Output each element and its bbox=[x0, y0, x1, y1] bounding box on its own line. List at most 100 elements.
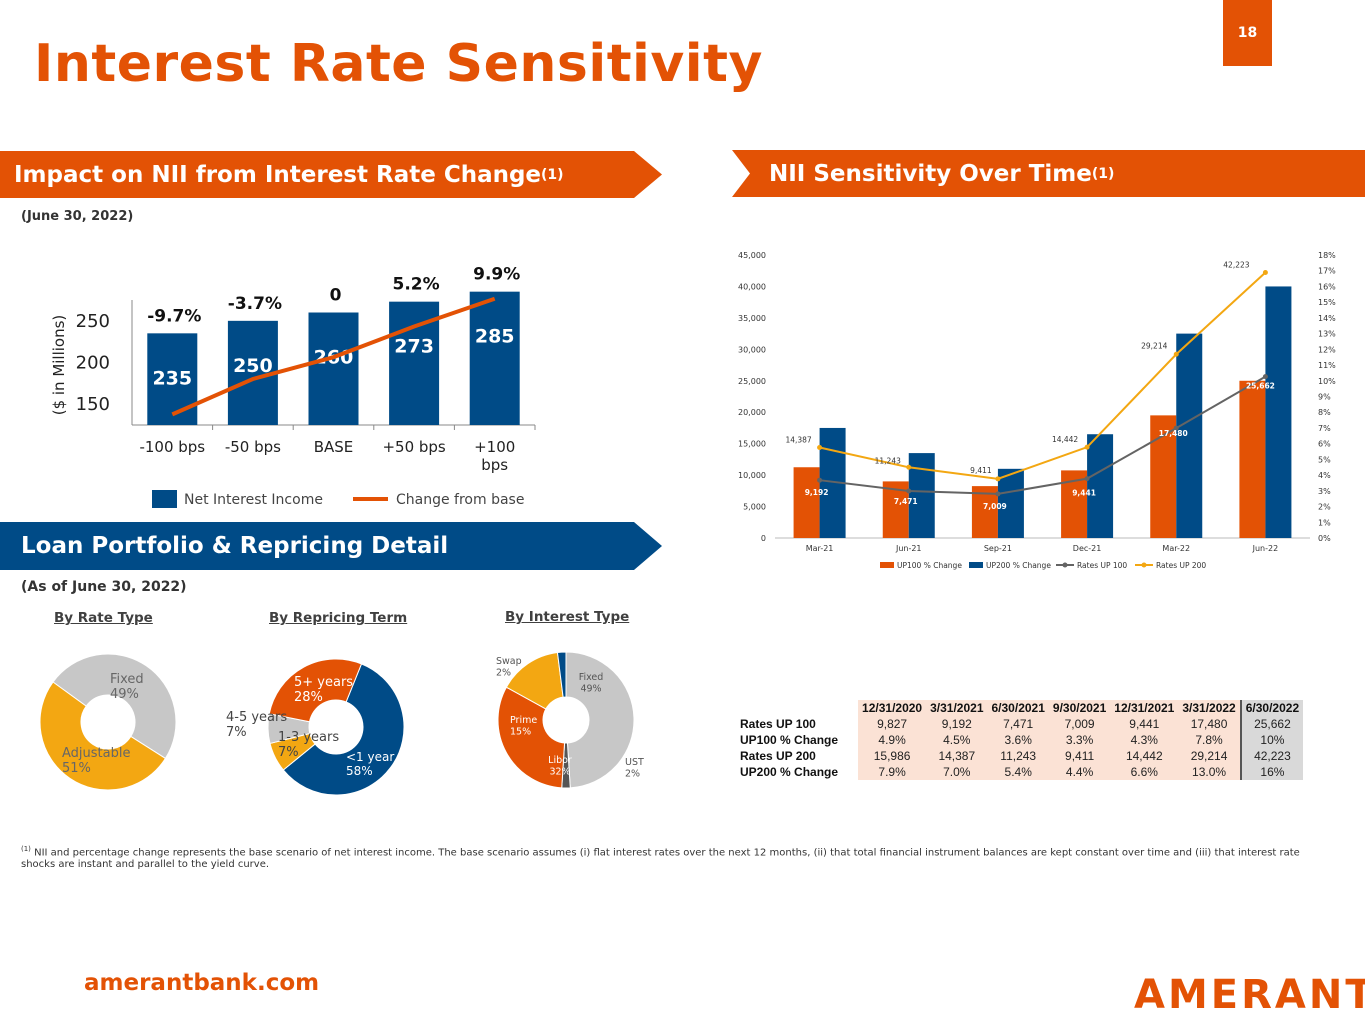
website-link[interactable]: amerantbank.com bbox=[84, 970, 320, 996]
table-cell: 4.9% bbox=[858, 732, 927, 748]
donut-slice bbox=[52, 653, 177, 760]
nii-bar bbox=[147, 333, 198, 425]
table-col-header: 3/31/2022 bbox=[1178, 700, 1241, 716]
y-right-tick-label: 9% bbox=[1318, 393, 1331, 402]
x-tick-label: +100 bbox=[474, 438, 515, 456]
y-tick-label: 250 bbox=[76, 311, 110, 332]
rates-up200-line-point bbox=[1262, 269, 1268, 275]
up100-point-label: 7,471 bbox=[894, 497, 918, 506]
y-left-tick-label: 0 bbox=[761, 534, 766, 543]
sensitivity-banner: NII Sensitivity Over Time (1) bbox=[732, 150, 1365, 197]
x-tick-label: BASE bbox=[314, 438, 354, 456]
slice-pct-label: 49% bbox=[110, 687, 139, 702]
up100-bar bbox=[1239, 380, 1266, 538]
table-cell: 17,480 bbox=[1178, 716, 1241, 732]
table-cell: 16% bbox=[1239, 764, 1304, 780]
slice-name-label: <1 year bbox=[346, 750, 394, 764]
slice-name-label: 4-5 years bbox=[226, 710, 287, 725]
up200-point-label: 14,387 bbox=[785, 436, 811, 445]
y-axis-label: ($ in Millions) bbox=[50, 315, 68, 416]
table-cell: 29,214 bbox=[1178, 748, 1241, 764]
table-cell: 9,827 bbox=[858, 716, 927, 732]
table-cell: 42,223 bbox=[1239, 748, 1304, 764]
change-label: -3.7% bbox=[228, 294, 282, 314]
donut-slice bbox=[268, 658, 363, 723]
rates-up100-line-point bbox=[995, 491, 1001, 497]
change-label: -9.7% bbox=[147, 306, 201, 326]
up200-bar bbox=[908, 453, 935, 538]
bar-value-label: 235 bbox=[152, 367, 192, 389]
legend-label-up200: UP200 % Change bbox=[986, 561, 1051, 570]
table-cell: 3.6% bbox=[987, 732, 1049, 748]
rates-up200-line-point bbox=[995, 476, 1001, 482]
rate-type-title: By Rate Type bbox=[54, 610, 153, 626]
slice-name-label: Adjustable bbox=[62, 746, 130, 761]
change-label: 0 bbox=[330, 286, 342, 306]
slice-name-label: Fixed bbox=[579, 672, 604, 683]
y-right-tick-label: 10% bbox=[1318, 377, 1336, 386]
slice-pct-label: 49% bbox=[580, 684, 601, 695]
up200-point-label: 42,223 bbox=[1223, 260, 1249, 269]
sensitivity-footnote-ref: (1) bbox=[1091, 165, 1115, 182]
up200-bar bbox=[1265, 286, 1292, 538]
nii-bar bbox=[308, 312, 359, 425]
y-right-tick-label: 8% bbox=[1318, 408, 1331, 417]
y-right-tick-label: 6% bbox=[1318, 440, 1331, 449]
table-cell: 6.6% bbox=[1110, 764, 1179, 780]
table-cell: 13.0% bbox=[1178, 764, 1241, 780]
y-right-tick-label: 17% bbox=[1318, 267, 1336, 276]
slice-pct-label: 32% bbox=[549, 767, 570, 778]
table-col-header: 12/31/2021 bbox=[1110, 700, 1179, 716]
x-tick-label: bps bbox=[481, 456, 508, 474]
y-right-tick-label: 15% bbox=[1318, 298, 1336, 307]
page-title: Interest Rate Sensitivity bbox=[34, 34, 763, 94]
slice-name-label: Fixed bbox=[110, 672, 144, 687]
x-tick-label: Jun-22 bbox=[1252, 544, 1279, 553]
y-left-tick-label: 30,000 bbox=[738, 345, 766, 354]
rates-up100-line-point bbox=[906, 488, 912, 494]
y-right-tick-label: 1% bbox=[1318, 518, 1331, 527]
y-left-tick-label: 20,000 bbox=[738, 408, 766, 417]
slice-pct-label: 7% bbox=[278, 745, 299, 760]
legend-label-up100: UP100 % Change bbox=[897, 561, 962, 570]
table-cell: 9,192 bbox=[926, 716, 988, 732]
donut-slice bbox=[39, 681, 167, 791]
nii-impact-chart: 150 200 250 ($ in Millions) 235 -9.7% -100 bps… bbox=[50, 265, 536, 508]
table-cell: 25,662 bbox=[1239, 716, 1304, 732]
up200-bar bbox=[997, 468, 1024, 538]
slice-name-label: Libor bbox=[548, 755, 572, 766]
legend-label-rates100: Rates UP 100 bbox=[1077, 561, 1127, 570]
slice-pct-label: 51% bbox=[62, 761, 91, 776]
y-left-tick-label: 15,000 bbox=[738, 440, 766, 449]
row-label: Rates UP 100 bbox=[736, 716, 859, 732]
rates-up100-line-point bbox=[1084, 476, 1090, 482]
table-cell: 9,411 bbox=[1048, 748, 1111, 764]
y-left-tick-label: 35,000 bbox=[738, 314, 766, 323]
legend-label-nii: Net Interest Income bbox=[184, 492, 323, 508]
slice-name-label: Swap bbox=[496, 656, 522, 667]
table-cell: 7,471 bbox=[987, 716, 1049, 732]
loan-date: (As of June 30, 2022) bbox=[21, 579, 187, 595]
slice-name-label: UST bbox=[625, 757, 644, 768]
legend-swatch-rates100-marker bbox=[1062, 562, 1068, 568]
up100-point-label: 9,192 bbox=[805, 488, 829, 497]
table-cell: 15,986 bbox=[858, 748, 927, 764]
x-tick-label: Mar-21 bbox=[806, 544, 834, 553]
table-row: Rates UP 200 15,986 14,387 11,243 9,411 … bbox=[736, 748, 1304, 764]
table-cell: 4.3% bbox=[1110, 732, 1179, 748]
table-cell: 7,009 bbox=[1048, 716, 1111, 732]
donut-slice bbox=[282, 663, 405, 796]
slice-name-label: 5+ years bbox=[294, 675, 353, 690]
y-right-tick-label: 14% bbox=[1318, 314, 1336, 323]
table-cell: 11,243 bbox=[987, 748, 1049, 764]
up200-point-label: 11,243 bbox=[875, 456, 901, 465]
up100-point-label: 9,441 bbox=[1072, 489, 1096, 498]
donut-slice bbox=[556, 651, 567, 698]
x-tick-label: Mar-22 bbox=[1162, 544, 1190, 553]
slice-pct-label: 58% bbox=[346, 764, 373, 778]
table-cell: 14,442 bbox=[1110, 748, 1179, 764]
rates-up200-line-point bbox=[1173, 351, 1179, 357]
row-label: Rates UP 200 bbox=[736, 748, 859, 764]
legend-swatch-nii bbox=[152, 490, 177, 508]
